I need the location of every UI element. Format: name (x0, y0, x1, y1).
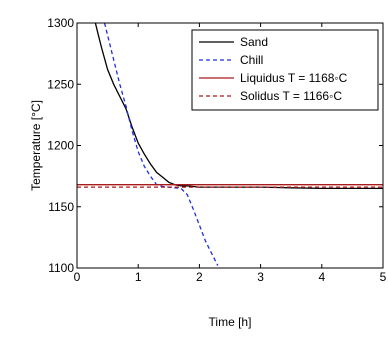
x-tick-label: 1 (135, 270, 142, 284)
series-layer (77, 23, 383, 266)
x-tick-label: 3 (257, 270, 264, 284)
y-tick-label: 1100 (48, 261, 74, 275)
x-tick-label: 0 (74, 270, 81, 284)
y-tick-label: 1150 (48, 200, 74, 214)
y-axis-label: Temperature [°C] (29, 100, 43, 191)
x-tick-label: 4 (318, 270, 325, 284)
x-tick-label: 5 (380, 270, 387, 284)
y-tick-label: 1300 (47, 16, 74, 30)
y-tick-label: 1200 (47, 139, 74, 153)
x-tick-label: 2 (196, 270, 203, 284)
y-tick-label: 1250 (47, 77, 74, 91)
series-line-2 (103, 23, 219, 266)
legend: Sand Chill Liquidus T = 1168◦C Solidus T = … (191, 29, 379, 111)
legend-entry-label: Solidus T = 1166◦C (240, 89, 342, 103)
legend-entry-label: Liquidus T = 1168◦C (240, 71, 348, 85)
legend-box (191, 29, 379, 111)
x-axis-label: Time [h] (209, 315, 252, 329)
legend-entry-label: Sand (240, 35, 268, 49)
legend-entry-label: Chill (240, 53, 263, 67)
tick-layer: 0 1 2 3 4 5 1100 1150 1200 1250 1300 (47, 16, 386, 284)
